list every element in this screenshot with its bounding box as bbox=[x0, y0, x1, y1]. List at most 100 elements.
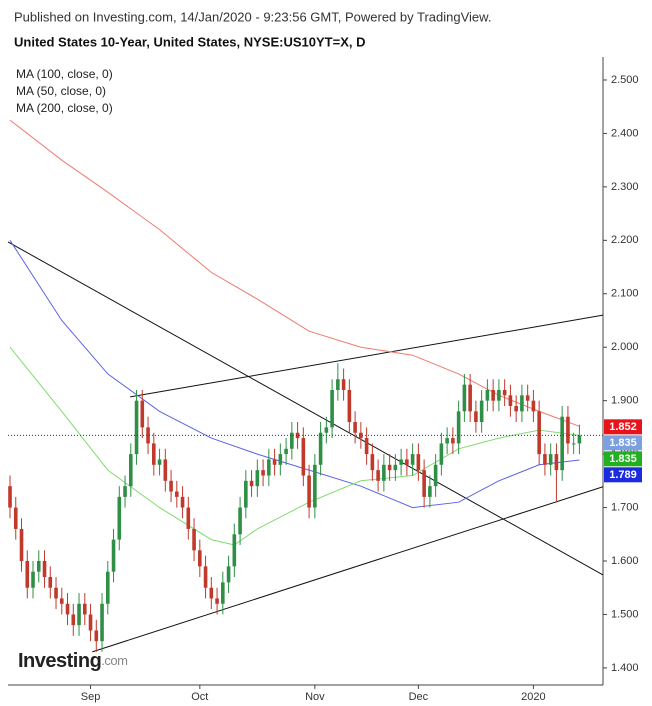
value-badge-label: 1.835 bbox=[609, 453, 637, 465]
candle-body bbox=[324, 427, 329, 433]
candle-body bbox=[100, 603, 104, 642]
x-tick-label: Oct bbox=[191, 691, 208, 703]
y-tick-label: 1.500 bbox=[611, 608, 639, 620]
candle-body bbox=[36, 561, 41, 572]
candle-body bbox=[232, 534, 237, 567]
candle-body bbox=[353, 422, 357, 433]
candle-body bbox=[531, 400, 536, 412]
candle-body bbox=[566, 416, 570, 444]
candle-body bbox=[105, 571, 110, 604]
candle-body bbox=[255, 470, 260, 487]
candle-body bbox=[128, 454, 133, 487]
candle-body bbox=[577, 435, 582, 444]
candle-body bbox=[479, 400, 484, 423]
logo-suffix: .com bbox=[101, 653, 127, 668]
candle-body bbox=[508, 395, 513, 407]
candle-body bbox=[497, 389, 501, 401]
candle-body bbox=[272, 459, 277, 465]
candle-body bbox=[370, 454, 375, 471]
candle-body bbox=[13, 507, 18, 529]
candle-body bbox=[209, 587, 214, 599]
candle-body bbox=[313, 464, 317, 508]
trendline bbox=[7, 241, 604, 576]
candle-body bbox=[405, 459, 409, 465]
value-badge bbox=[604, 419, 642, 435]
candle-body bbox=[111, 539, 116, 572]
candle-body bbox=[169, 480, 173, 492]
candle-body bbox=[364, 438, 369, 455]
value-badge bbox=[604, 435, 642, 451]
candle-body bbox=[393, 464, 398, 471]
y-tick-label: 1.600 bbox=[611, 555, 639, 567]
candle-body bbox=[203, 566, 208, 588]
value-badge-label: 1.852 bbox=[609, 421, 637, 433]
candle-body bbox=[71, 614, 76, 626]
candle-body bbox=[48, 577, 53, 588]
candle-body bbox=[290, 432, 294, 449]
candle-body bbox=[146, 427, 150, 444]
candle-body bbox=[82, 603, 87, 615]
candle-body bbox=[65, 603, 70, 615]
candle-body bbox=[140, 400, 145, 428]
candle-body bbox=[468, 384, 472, 412]
candle-body bbox=[560, 416, 564, 471]
candle-body bbox=[341, 379, 346, 390]
candle-body bbox=[88, 614, 93, 631]
x-tick-label: Dec bbox=[409, 691, 429, 703]
candle-body bbox=[284, 448, 288, 455]
candle-body bbox=[456, 411, 461, 444]
x-tick-label: Nov bbox=[305, 691, 325, 703]
candle-body bbox=[163, 459, 168, 481]
y-tick-label: 2.400 bbox=[611, 127, 639, 139]
candle-body bbox=[571, 443, 576, 445]
candle-body bbox=[537, 411, 541, 455]
candle-body bbox=[180, 496, 185, 508]
candle-body bbox=[175, 491, 179, 497]
candle-body bbox=[307, 475, 311, 508]
candle-body bbox=[502, 389, 507, 396]
legend-entry: MA (200, close, 0) bbox=[16, 101, 113, 115]
y-tick-label: 2.100 bbox=[611, 288, 639, 300]
ma-line bbox=[9, 346, 580, 546]
candle-body bbox=[451, 438, 455, 444]
candle-body bbox=[192, 528, 196, 551]
y-tick-label: 2.500 bbox=[611, 74, 639, 86]
candle-body bbox=[186, 507, 191, 529]
candle-body bbox=[382, 464, 386, 481]
candle-body bbox=[330, 389, 334, 428]
candle-body bbox=[8, 486, 12, 508]
candle-body bbox=[198, 550, 202, 567]
candle-body bbox=[267, 459, 271, 476]
value-badge-label: 1.789 bbox=[609, 469, 637, 481]
logo: Investing.com bbox=[18, 650, 127, 672]
candle-body bbox=[278, 454, 283, 465]
candle-body bbox=[525, 395, 530, 401]
candle-body bbox=[261, 470, 265, 476]
candle-body bbox=[249, 480, 254, 487]
y-tick-label: 2.200 bbox=[611, 234, 639, 246]
candle-body bbox=[54, 587, 58, 599]
candle-body bbox=[462, 384, 467, 412]
candle-body bbox=[123, 486, 127, 497]
legend-entry: MA (100, close, 0) bbox=[16, 67, 113, 81]
candle-body bbox=[439, 443, 444, 465]
candle-body bbox=[77, 603, 81, 626]
candle-body bbox=[376, 470, 380, 481]
candle-body bbox=[514, 406, 518, 412]
candle-body bbox=[157, 459, 162, 465]
trendline bbox=[130, 314, 604, 398]
candle-body bbox=[238, 507, 242, 535]
y-tick-label: 1.400 bbox=[611, 662, 639, 674]
candle-body bbox=[485, 389, 490, 401]
candle-body bbox=[221, 582, 225, 604]
candle-body bbox=[428, 486, 432, 497]
legend-entry: MA (50, close, 0) bbox=[16, 84, 106, 98]
candle-body bbox=[543, 454, 547, 465]
candle-body bbox=[433, 464, 438, 487]
candle-body bbox=[491, 389, 495, 401]
published-note: Published on Investing.com, 14/Jan/2020 … bbox=[14, 9, 491, 24]
x-tick-label: 2020 bbox=[521, 691, 545, 703]
candle-body bbox=[387, 464, 392, 471]
candle-body bbox=[318, 432, 323, 465]
